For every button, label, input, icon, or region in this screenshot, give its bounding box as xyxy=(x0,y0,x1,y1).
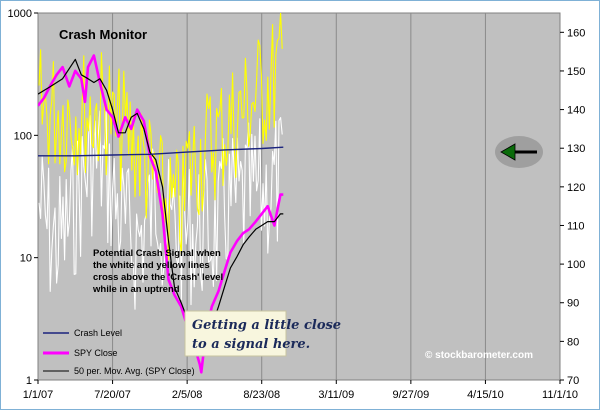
series-line-50-per-mov-avg-spy-close xyxy=(38,58,284,346)
annotation-line: Potential Crash Signal when xyxy=(93,248,221,259)
y-right-tick-label: 150 xyxy=(567,66,585,78)
annotation-line: while in an uptrend xyxy=(92,284,180,295)
plot-area xyxy=(37,12,561,381)
y-right-tick-label: 80 xyxy=(567,336,579,348)
x-tick-label: 11/1/10 xyxy=(542,389,578,401)
crash-signal-annotation: Potential Crash Signal when the white an… xyxy=(92,248,223,295)
y-left-tick-label: 10 xyxy=(20,253,32,265)
x-tick-label: 2/5/08 xyxy=(172,389,203,401)
series-line-spy-close xyxy=(38,54,284,374)
y-right-tick-label: 130 xyxy=(567,143,585,155)
x-tick-label: 9/27/09 xyxy=(393,389,430,401)
y-right-tick-label: 90 xyxy=(567,298,579,310)
y-right-tick-label: 110 xyxy=(567,220,585,232)
legend-label: 50 per. Mov. Avg. (SPY Close) xyxy=(74,366,195,376)
x-tick-label: 7/20/07 xyxy=(94,389,131,401)
y-right-tick-label: 160 xyxy=(567,27,585,39)
x-tick-label: 4/15/10 xyxy=(467,389,504,401)
callout-box: Getting a little close to a signal here. xyxy=(184,310,341,357)
oscillator-line xyxy=(38,13,283,261)
legend-label: Crash Level xyxy=(74,328,122,338)
legend-label: SPY Close xyxy=(74,348,117,358)
callout-line: to a signal here. xyxy=(192,337,310,352)
x-tick-label: 3/11/09 xyxy=(318,389,354,401)
y-left-tick-label: 1 xyxy=(26,375,32,387)
y-right-tick-label: 70 xyxy=(567,375,579,387)
copyright-watermark: © stockbarometer.com xyxy=(425,350,533,361)
arrow-left-icon xyxy=(500,143,516,161)
oscillator-lines xyxy=(38,13,283,310)
oscillator-line xyxy=(38,110,283,310)
y-right-tick-label: 120 xyxy=(567,182,585,194)
chart-title: Crash Monitor xyxy=(59,27,147,42)
data-lines xyxy=(38,54,284,374)
y-right-tick-label: 100 xyxy=(567,259,585,271)
arrow-marker xyxy=(495,136,543,168)
callout-line: Getting a little close xyxy=(192,318,341,333)
legend: Crash Level SPY Close 50 per. Mov. Avg. … xyxy=(43,328,195,376)
y-left-tick-label: 1000 xyxy=(8,8,32,20)
annotation-line: cross above the 'Crash' level xyxy=(93,272,223,283)
axes: 1/1/07 7/20/07 2/5/08 8/23/08 3/11/09 9/27/09… xyxy=(8,8,586,401)
y-left-tick-label: 100 xyxy=(14,130,32,142)
x-tick-label: 8/23/08 xyxy=(243,389,280,401)
x-tick-label: 1/1/07 xyxy=(23,389,54,401)
y-right-tick-label: 140 xyxy=(567,105,585,117)
series-line-crash-level xyxy=(38,146,284,157)
annotation-line: the white and yellow lines xyxy=(93,260,210,271)
